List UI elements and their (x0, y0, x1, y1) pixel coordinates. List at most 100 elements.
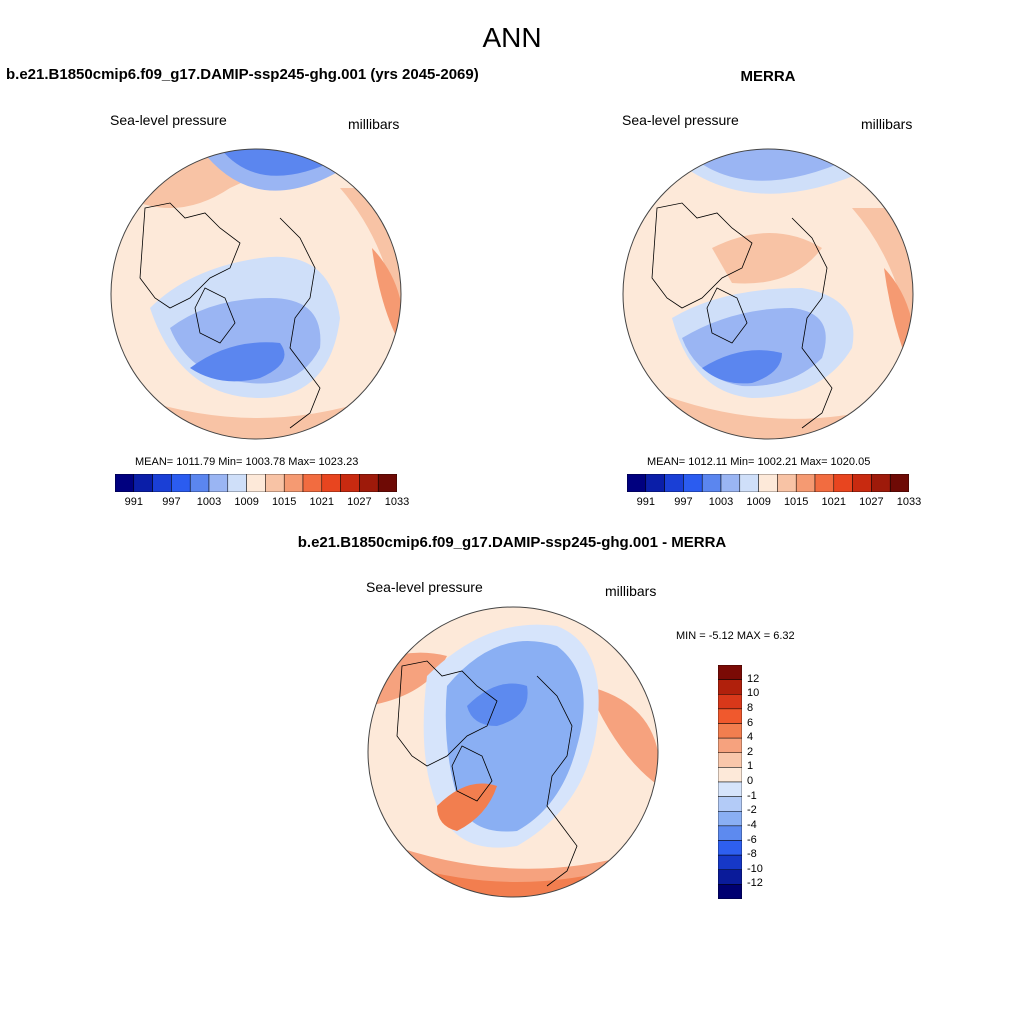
diff-colorbar-swatch (718, 869, 742, 885)
diff-variable-label: Sea-level pressure (366, 579, 483, 595)
diff-colorbar-swatch (718, 884, 742, 899)
right-colorbar-tick-label: 1003 (708, 496, 734, 508)
left-map-border (110, 148, 402, 440)
left-variable-label: Sea-level pressure (110, 112, 227, 128)
left-colorbar-swatch (377, 474, 397, 492)
diff-colorbar-tick-label: 2 (747, 745, 754, 758)
diff-colorbar-tick-label: -10 (747, 862, 763, 875)
diff-coast-east (536, 675, 578, 887)
left-colorbar-swatch (208, 474, 229, 492)
left-colorbar-tick-label: 1027 (347, 496, 372, 508)
right-colorbar-swatch (683, 474, 703, 492)
left-colorbar-swatch (283, 474, 304, 492)
right-colorbar-swatch (627, 474, 647, 492)
diff-colorbar-swatch (718, 708, 742, 724)
right-colorbar-swatch (664, 474, 684, 492)
diff-colorbar-tick-label: 10 (747, 687, 760, 700)
right-colorbar-tick-label: 1021 (821, 496, 847, 508)
diff-units-label: millibars (605, 583, 657, 599)
right-units-label: millibars (861, 116, 913, 132)
diff-colorbar-tick-label: 0 (747, 775, 754, 787)
diff-colorbar-swatch (718, 854, 742, 870)
right-coast-island (706, 287, 748, 344)
right-colorbar-swatch (871, 474, 891, 492)
diff-colorbar-tick-label: -6 (747, 833, 757, 846)
diff-colorbar-swatch (718, 665, 742, 680)
diff-panel-title: b.e21.B1850cmip6.f09_g17.DAMIP-ssp245-gh… (297, 534, 727, 551)
diff-map (367, 606, 659, 898)
left-high-east-deep (372, 248, 401, 348)
right-colorbar-swatch (701, 474, 722, 492)
right-colorbar-swatch (852, 474, 872, 492)
left-colorbar-tick-label: 997 (162, 496, 181, 508)
left-colorbar (115, 474, 397, 492)
right-coast-east (791, 217, 833, 429)
diff-colorbar-tick-label: 6 (747, 716, 754, 729)
left-coast-east (279, 217, 321, 429)
left-colorbar-tick-label: 1021 (309, 496, 335, 508)
left-colorbar-swatch (265, 474, 285, 492)
left-colorbar-tick-label: 1003 (196, 496, 222, 508)
right-variable-label: Sea-level pressure (622, 112, 739, 128)
diff-colorbar-swatch (718, 752, 742, 768)
left-colorbar-swatch (321, 474, 341, 492)
left-map (110, 148, 402, 440)
right-colorbar-swatch (795, 474, 816, 492)
left-colorbar-tick-label: 991 (124, 496, 143, 508)
right-high-central (712, 233, 822, 284)
right-stats: MEAN= 1012.11 Min= 1002.21 Max= 1020.05 (647, 456, 871, 468)
right-colorbar-swatch (833, 474, 853, 492)
diff-colorbar-tick-label: -4 (747, 818, 757, 831)
right-colorbar (627, 474, 909, 492)
right-colorbar-swatch (814, 474, 835, 492)
diff-colorbar-swatch (718, 767, 742, 783)
left-colorbar-swatch (171, 474, 191, 492)
left-colorbar-swatch (115, 474, 135, 492)
left-units-label: millibars (348, 116, 400, 132)
right-colorbar-swatch (645, 474, 665, 492)
diff-colorbar-tick-label: 12 (747, 672, 760, 685)
left-colorbar-swatch (246, 474, 266, 492)
diff-pos-greenland (437, 783, 497, 831)
right-colorbar-swatch (758, 474, 778, 492)
left-colorbar-swatch (302, 474, 323, 492)
left-colorbar-swatch (340, 474, 360, 492)
left-colorbar-tick-label: 1033 (384, 496, 410, 508)
left-low-central-deep (190, 342, 285, 382)
left-colorbar-swatch (227, 474, 247, 492)
right-panel-title: MERRA (740, 68, 796, 85)
diff-colorbar-tick-label: -8 (747, 848, 757, 861)
diff-colorbar-swatch (718, 796, 742, 812)
diff-map-border (367, 606, 659, 898)
diff-colorbar-swatch (718, 825, 742, 841)
diff-colorbar-tick-label: -12 (747, 877, 763, 890)
diff-pos-east (587, 686, 658, 786)
diff-colorbar-swatch (718, 781, 742, 797)
diff-colorbar (718, 665, 742, 899)
right-high-east (852, 208, 913, 428)
left-panel-title: b.e21.B1850cmip6.f09_g17.DAMIP-ssp245-gh… (6, 66, 479, 83)
right-colorbar-tick-label: 997 (674, 496, 693, 508)
diff-colorbar-swatch (718, 737, 742, 753)
diff-colorbar-tick-label: 1 (747, 760, 754, 773)
left-colorbar-swatch (359, 474, 379, 492)
right-colorbar-tick-label: 1033 (896, 496, 922, 508)
left-colorbar-tick-label: 1009 (234, 496, 259, 508)
right-coast-west (651, 202, 753, 309)
diff-colorbar-swatch (718, 694, 742, 710)
diff-colorbar-swatch (718, 679, 742, 695)
right-low-central-deep (702, 350, 782, 384)
left-colorbar-swatch (189, 474, 210, 492)
left-colorbar-swatch (152, 474, 172, 492)
left-stats: MEAN= 1011.79 Min= 1003.78 Max= 1023.23 (135, 456, 359, 468)
diff-coast-west (396, 660, 498, 767)
right-map-border (622, 148, 914, 440)
diff-colorbar-tick-label: -1 (747, 789, 757, 802)
right-colorbar-swatch (720, 474, 741, 492)
diff-stats: MIN = -5.12 MAX = 6.32 (676, 630, 795, 642)
left-high-east (340, 188, 401, 408)
left-coast-west (139, 202, 241, 309)
left-coast-island (194, 287, 236, 344)
right-colorbar-swatch (777, 474, 797, 492)
diff-colorbar-tick-label: 8 (747, 701, 754, 714)
